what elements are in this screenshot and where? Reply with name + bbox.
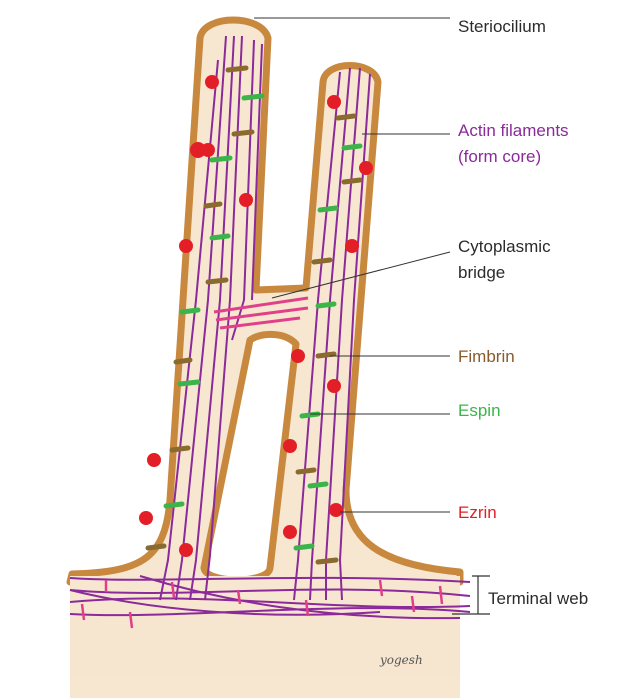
cell-body-lower [70,612,460,678]
label-actin-form-core: (form core) [458,147,541,166]
espin-crosslinks [163,93,363,551]
fimbrin-crosslinks [145,65,363,565]
leader-lines [254,17,451,513]
label-cytoplasmic: Cytoplasmic [458,237,551,256]
label-ezrin: Ezrin [458,503,497,522]
label-bridge: bridge [458,263,505,282]
inter-cilia-gap [200,331,300,584]
stereocilia-membrane [66,16,464,586]
terminal-web-crosslinks [80,579,444,629]
label-stereocilium: Steriocilium [458,17,546,36]
label-espin: Espin [458,401,501,420]
terminal-web-bracket [452,575,490,615]
label-actin-filaments: Actin filaments [458,121,569,140]
actin-filaments-right [293,67,371,601]
signature: yogesh [379,653,423,667]
label-terminal-web: Terminal web [488,589,588,608]
cytoplasmic-bridge [213,296,309,330]
label-fimbrin: Fimbrin [458,347,515,366]
ezrin-dots [139,75,373,557]
